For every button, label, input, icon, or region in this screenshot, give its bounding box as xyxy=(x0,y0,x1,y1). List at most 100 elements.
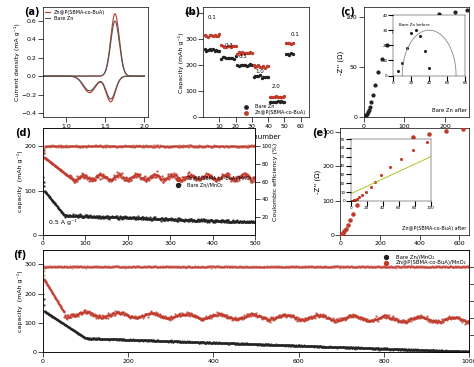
Point xyxy=(198,143,206,149)
Point xyxy=(51,143,59,149)
Point xyxy=(136,314,143,320)
Point xyxy=(205,174,213,179)
Point xyxy=(106,336,113,342)
Point xyxy=(131,337,138,343)
Point xyxy=(145,311,153,317)
Point xyxy=(357,264,365,269)
Point xyxy=(210,175,217,181)
Point xyxy=(241,313,249,319)
Point xyxy=(254,313,262,319)
Point xyxy=(54,317,62,323)
Point xyxy=(61,143,69,149)
Point xyxy=(172,143,180,149)
Point xyxy=(45,311,52,317)
Point xyxy=(228,176,235,182)
Point xyxy=(189,143,196,149)
Point xyxy=(66,264,74,269)
Point xyxy=(403,347,411,353)
Point xyxy=(71,328,78,334)
Point xyxy=(396,347,404,353)
Point xyxy=(189,217,197,223)
Point xyxy=(83,335,91,341)
Point xyxy=(160,217,168,223)
Point xyxy=(190,264,198,270)
Point xyxy=(417,314,424,320)
Point xyxy=(116,264,123,269)
Point xyxy=(331,344,338,350)
Point xyxy=(279,342,287,348)
Point xyxy=(391,346,398,352)
Point xyxy=(54,165,61,171)
Point xyxy=(126,315,134,321)
Point xyxy=(327,316,335,322)
Point xyxy=(456,316,463,321)
Point xyxy=(173,313,180,319)
Point xyxy=(257,314,264,320)
Point xyxy=(218,173,225,179)
Point xyxy=(116,310,123,316)
Point xyxy=(208,313,216,319)
Point xyxy=(39,291,47,297)
Point xyxy=(405,346,413,352)
Point xyxy=(89,311,96,317)
Point xyxy=(136,215,144,221)
Point xyxy=(457,264,465,269)
Point xyxy=(96,335,103,341)
Point xyxy=(425,348,433,353)
Point xyxy=(163,338,170,344)
Point xyxy=(47,142,55,148)
Point xyxy=(80,172,88,178)
Point xyxy=(241,341,248,346)
Point xyxy=(228,264,235,270)
Point xyxy=(114,144,121,150)
Point xyxy=(439,263,447,269)
Point xyxy=(348,313,356,319)
Point xyxy=(149,264,156,270)
Point xyxy=(220,54,228,60)
Point xyxy=(101,315,109,320)
Point xyxy=(280,312,288,317)
Point xyxy=(392,265,400,270)
Point xyxy=(130,143,137,149)
Point xyxy=(341,229,348,235)
Point xyxy=(93,172,101,178)
Point xyxy=(165,315,173,321)
Point xyxy=(411,346,419,352)
Point xyxy=(232,54,239,59)
Point xyxy=(151,217,159,222)
Point xyxy=(119,175,127,181)
Point xyxy=(144,215,152,221)
Point xyxy=(169,173,177,179)
Point xyxy=(124,176,132,182)
Point xyxy=(214,340,221,346)
Point xyxy=(342,345,350,350)
Point xyxy=(211,217,219,223)
Point xyxy=(446,313,453,319)
Point xyxy=(106,214,113,219)
Point xyxy=(436,348,444,354)
Point xyxy=(112,310,120,316)
Point xyxy=(238,314,246,320)
Point xyxy=(340,264,348,269)
Point xyxy=(239,219,247,225)
Point xyxy=(300,343,307,349)
Point xyxy=(438,264,446,270)
Point xyxy=(55,318,63,324)
Point xyxy=(277,314,285,320)
Point xyxy=(76,309,84,315)
Point xyxy=(394,347,402,353)
Point xyxy=(70,213,77,219)
Point xyxy=(61,212,69,218)
Point xyxy=(297,318,304,324)
Point xyxy=(324,344,332,350)
Point xyxy=(146,311,154,317)
Point xyxy=(44,281,51,287)
Point xyxy=(82,174,90,179)
Point xyxy=(65,264,73,270)
Point xyxy=(146,173,154,179)
Point xyxy=(82,172,89,178)
Point xyxy=(54,264,61,270)
Point xyxy=(459,317,467,323)
Point xyxy=(203,171,211,177)
Point xyxy=(159,217,166,223)
